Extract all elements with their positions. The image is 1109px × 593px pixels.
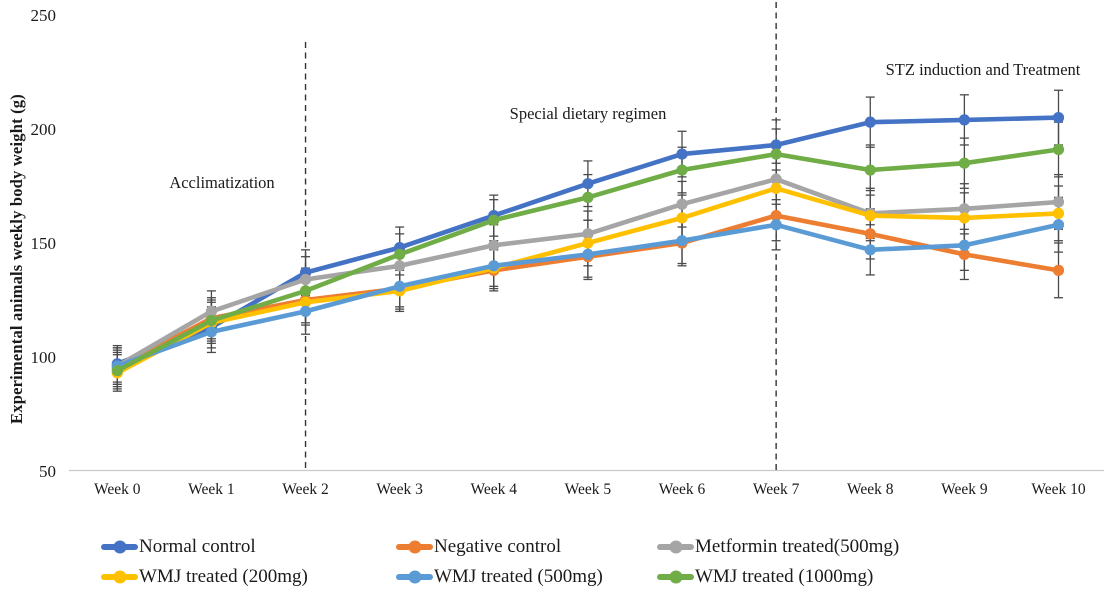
- data-point-marker: [488, 239, 500, 251]
- x-tick-label: Week 5: [565, 481, 612, 498]
- chart-legend: Normal control Negative control Metformi…: [101, 532, 1017, 592]
- data-point-marker: [770, 219, 782, 231]
- data-point-marker: [958, 212, 970, 224]
- data-point-marker: [864, 210, 876, 222]
- data-point-marker: [676, 198, 688, 210]
- data-point-marker: [488, 214, 500, 226]
- legend-label: WMJ treated (500mg): [434, 566, 603, 587]
- data-point-marker: [299, 273, 312, 286]
- legend-label: Normal control: [139, 536, 256, 557]
- data-point-marker: [958, 157, 970, 169]
- line-marker-icon: [657, 570, 694, 584]
- x-tick-label: Week 0: [94, 481, 141, 498]
- legend-item-negative-control: Negative control: [396, 532, 657, 562]
- y-tick-label: 200: [31, 120, 57, 139]
- data-point-marker: [958, 114, 970, 126]
- legend-item-wmj-500: WMJ treated (500mg): [396, 562, 657, 592]
- data-point-marker: [582, 248, 594, 260]
- y-tick-label: 50: [39, 462, 56, 481]
- data-point-marker: [111, 365, 123, 377]
- x-tick-label: Week 7: [753, 481, 800, 498]
- x-tick-label: Week 8: [847, 481, 894, 498]
- data-point-marker: [582, 191, 594, 203]
- x-tick-label: Week 4: [471, 481, 518, 498]
- data-point-marker: [299, 305, 312, 317]
- data-point-marker: [864, 228, 876, 240]
- data-point-marker: [864, 116, 876, 128]
- data-point-marker: [394, 248, 406, 260]
- data-point-marker: [864, 164, 876, 176]
- annotation-special-dietary-regimen: Special dietary regimen: [509, 104, 667, 123]
- data-point-marker: [582, 178, 594, 190]
- legend-item-wmj-200: WMJ treated (200mg): [101, 562, 396, 592]
- data-point-marker: [394, 280, 406, 292]
- data-point-marker: [1052, 143, 1065, 156]
- data-point-marker: [864, 244, 876, 256]
- x-tick-label: Week 9: [941, 481, 988, 498]
- data-point-marker: [770, 173, 782, 185]
- data-point-marker: [582, 228, 594, 240]
- annotation-acclimatization: Acclimatization: [169, 173, 275, 192]
- data-point-marker: [770, 148, 782, 160]
- data-point-marker: [770, 210, 782, 222]
- data-point-marker: [676, 235, 688, 247]
- line-marker-icon: [396, 570, 433, 584]
- line-marker-icon: [657, 540, 694, 554]
- data-point-marker: [488, 260, 500, 272]
- data-point-marker: [299, 285, 312, 297]
- line-marker-icon: [101, 570, 138, 584]
- data-point-marker: [205, 305, 218, 317]
- data-point-marker: [676, 148, 688, 160]
- legend-label: WMJ treated (1000mg): [695, 566, 874, 587]
- x-tick-label: Week 6: [659, 481, 706, 498]
- annotation-stz-induction-treatment: STZ induction and Treatment: [885, 60, 1081, 79]
- y-tick-label: 250: [31, 6, 57, 25]
- data-point-marker: [770, 139, 782, 151]
- x-tick-label: Week 3: [376, 481, 423, 498]
- data-point-marker: [1052, 264, 1065, 276]
- data-point-marker: [1052, 196, 1065, 208]
- x-tick-label: Week 1: [188, 481, 235, 498]
- data-point-marker: [958, 203, 970, 215]
- x-tick-label: Week 2: [282, 481, 329, 498]
- legend-label: WMJ treated (200mg): [139, 566, 308, 587]
- legend-item-wmj-1000: WMJ treated (1000mg): [657, 562, 1017, 592]
- y-tick-label: 100: [31, 348, 57, 367]
- data-point-marker: [394, 260, 406, 272]
- legend-item-metformin-treated: Metformin treated(500mg): [657, 532, 1017, 562]
- data-point-marker: [676, 212, 688, 224]
- legend-item-normal-control: Normal control: [101, 532, 396, 562]
- legend-label: Negative control: [434, 536, 562, 557]
- data-point-marker: [299, 296, 312, 308]
- data-point-marker: [1052, 207, 1065, 219]
- data-point-marker: [1052, 112, 1065, 124]
- line-marker-icon: [101, 540, 138, 554]
- data-point-marker: [770, 182, 782, 194]
- y-tick-label: 150: [31, 234, 57, 253]
- x-tick-label: Week 10: [1031, 481, 1086, 498]
- y-axis-title: Experimental animals weekly body weight …: [7, 94, 26, 424]
- data-point-marker: [958, 239, 970, 251]
- line-marker-icon: [396, 540, 433, 554]
- legend-label: Metformin treated(500mg): [695, 536, 900, 557]
- data-point-marker: [676, 164, 688, 176]
- data-point-marker: [958, 248, 970, 260]
- data-point-marker: [205, 326, 218, 338]
- data-point-marker: [205, 314, 218, 327]
- data-point-marker: [1052, 219, 1065, 231]
- data-point-marker: [582, 237, 594, 249]
